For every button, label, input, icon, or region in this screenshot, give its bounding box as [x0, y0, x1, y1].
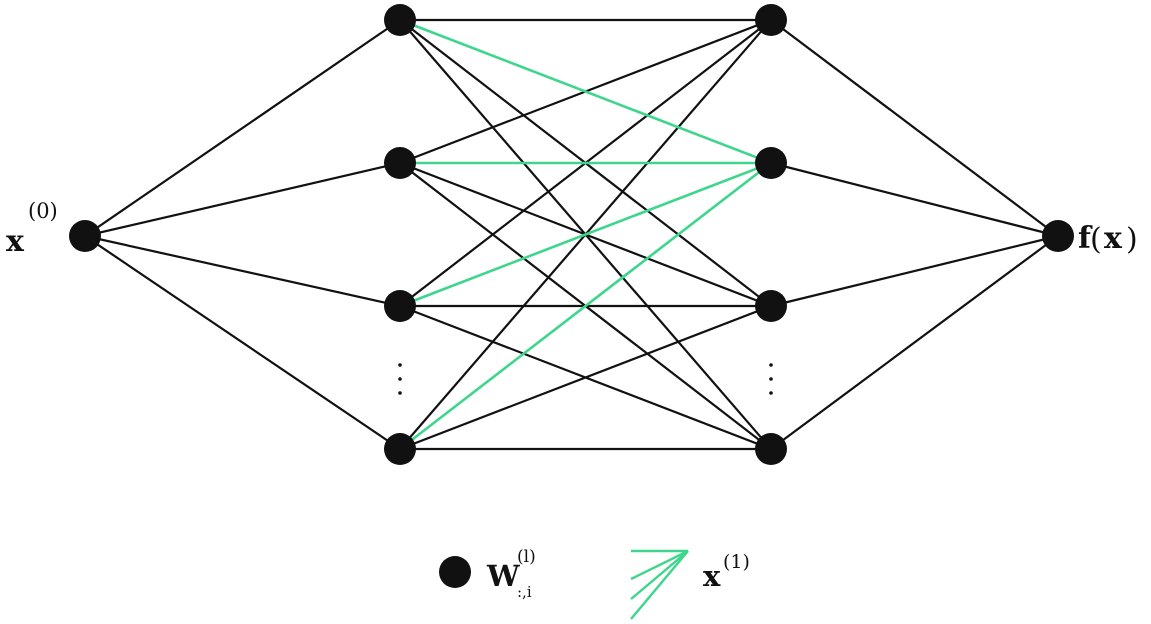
node-hidden-1-4	[384, 433, 416, 465]
highlight-edges-group	[399, 18, 772, 451]
legend-edge-icon	[630, 549, 689, 620]
edge	[770, 235, 1059, 450]
node-hidden-1-2	[384, 147, 416, 179]
output-label-arg: x	[1104, 221, 1123, 256]
output-label-open: (	[1090, 222, 1102, 257]
ellipsis-group	[398, 363, 773, 395]
input-label-sup: (0)	[28, 199, 58, 223]
edge	[770, 161, 1059, 238]
node-hidden-1-1	[384, 4, 416, 36]
legend-edge-main: x	[703, 559, 721, 593]
legend-edge-sup: (1)	[723, 551, 750, 573]
edge	[84, 235, 401, 450]
edge	[399, 304, 772, 451]
output-label-close: )	[1126, 222, 1138, 257]
ellipsis-dot	[769, 391, 773, 395]
highlight-edge	[399, 161, 772, 451]
ellipsis-dot	[398, 391, 402, 395]
node-hidden-2-4	[755, 433, 787, 465]
node-hidden-2-3	[755, 290, 787, 322]
ellipsis-dot	[398, 363, 402, 367]
output-label-func: f	[1078, 221, 1093, 256]
legend-node-icon	[439, 556, 471, 588]
legend-node-sup: (l)	[517, 547, 536, 567]
edges-group	[84, 18, 1059, 451]
edge	[770, 234, 1059, 308]
edge	[770, 19, 1059, 237]
input-label-main: x	[6, 224, 25, 259]
ellipsis-dot	[769, 363, 773, 367]
legend: W (l) :,i x (1)	[439, 547, 750, 620]
input-label: x (0)	[6, 199, 58, 259]
node-input-1	[69, 220, 101, 252]
node-hidden-1-3	[384, 290, 416, 322]
node-output-1	[1042, 220, 1074, 252]
legend-node-sub: :,i	[517, 583, 532, 601]
nodes-group	[69, 4, 1074, 465]
edge	[84, 19, 401, 237]
ellipsis-dot	[769, 377, 773, 381]
output-label: f ( x )	[1078, 221, 1138, 257]
node-hidden-2-2	[755, 147, 787, 179]
highlight-edge	[399, 18, 772, 165]
edge	[84, 161, 401, 238]
edge	[84, 234, 401, 308]
ellipsis-dot	[398, 377, 402, 381]
node-hidden-2-1	[755, 4, 787, 36]
legend-node-main: W	[486, 559, 520, 593]
highlight-edge	[399, 161, 772, 308]
